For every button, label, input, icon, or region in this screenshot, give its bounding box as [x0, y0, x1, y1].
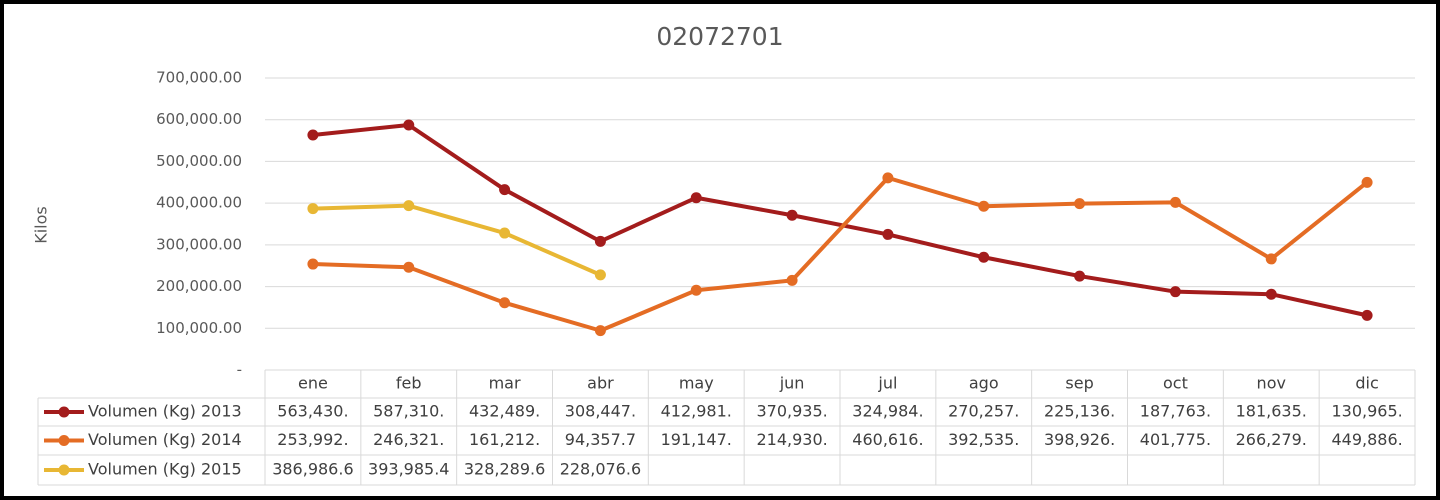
x-tick-label: feb: [396, 374, 422, 393]
y-tick-label: -: [237, 361, 242, 379]
x-tick-label: oct: [1163, 374, 1188, 393]
y-axis-label: Kilos: [32, 206, 51, 244]
legend-marker: [58, 435, 70, 446]
data-point: [1169, 196, 1181, 208]
table-value: 398,926.: [1044, 430, 1115, 449]
data-point: [499, 184, 511, 196]
y-tick-label: 100,000.00: [156, 319, 242, 337]
y-tick-label: 600,000.00: [156, 110, 242, 128]
y-tick-label: 200,000.00: [156, 277, 242, 295]
table-value: 187,763.: [1140, 402, 1211, 421]
chart-title: 02072701: [656, 22, 783, 51]
series-line: [312, 175, 1369, 333]
data-point: [594, 325, 606, 337]
data-point: [1361, 309, 1373, 321]
table-value: 214,930.: [756, 430, 827, 449]
table-value: 393,985.4: [368, 460, 449, 479]
table-value: 181,635.: [1236, 402, 1307, 421]
data-point: [978, 251, 990, 263]
data-point: [307, 258, 319, 270]
data-point: [1074, 270, 1086, 282]
table-value: 328,289.6: [464, 460, 545, 479]
table-value: 191,147.: [661, 430, 732, 449]
table-value: 225,136.: [1044, 402, 1115, 421]
table-value: 228,076.6: [560, 460, 641, 479]
table-value: 308,447.: [565, 402, 636, 421]
table-value: 587,310.: [373, 402, 444, 421]
data-point: [978, 200, 990, 212]
data-point: [786, 274, 798, 286]
table-value: 563,430.: [277, 402, 348, 421]
data-point: [1265, 288, 1277, 300]
table-value: 401,775.: [1140, 430, 1211, 449]
table-value: 253,992.: [277, 430, 348, 449]
data-point: [499, 297, 511, 309]
data-point: [307, 203, 319, 215]
legend-marker: [58, 464, 70, 476]
table-value: 386,986.6: [272, 460, 353, 479]
data-point: [594, 269, 606, 281]
x-tick-label: dic: [1355, 374, 1378, 393]
data-point: [1361, 176, 1373, 188]
data-point: [1169, 286, 1181, 298]
data-point: [882, 172, 894, 184]
table-value: 246,321.: [373, 430, 444, 449]
x-tick-label: sep: [1065, 374, 1093, 393]
x-tick-label: nov: [1257, 374, 1286, 393]
data-point: [690, 192, 702, 204]
data-point: [499, 227, 511, 239]
x-tick-label: jun: [779, 374, 805, 393]
table-value: 324,984.: [852, 402, 923, 421]
x-tick-label: may: [679, 374, 714, 393]
x-tick-label: abr: [587, 374, 614, 393]
table-value: 370,935.: [756, 402, 827, 421]
table-value: 270,257.: [948, 402, 1019, 421]
table-value: 392,535.: [948, 430, 1019, 449]
data-point: [1074, 198, 1086, 210]
legend-label: Volumen (Kg) 2013: [88, 402, 242, 421]
data-point: [403, 261, 415, 273]
data-point: [882, 228, 894, 240]
series-line: [312, 203, 602, 277]
table-value: 94,357.7: [565, 430, 636, 449]
x-tick-label: ago: [969, 374, 999, 393]
legend-marker: [58, 406, 70, 418]
data-point: [1265, 253, 1277, 265]
y-tick-label: 300,000.00: [156, 235, 242, 253]
legend-label: Volumen (Kg) 2014: [88, 430, 242, 449]
data-point: [594, 235, 606, 247]
y-tick-label: 400,000.00: [156, 194, 242, 212]
data-point: [403, 119, 415, 131]
table-value: 460,616.: [852, 430, 923, 449]
legend-label: Volumen (Kg) 2015: [88, 460, 242, 479]
data-point: [307, 129, 319, 141]
x-tick-label: jul: [877, 374, 897, 393]
y-tick-label: 500,000.00: [156, 152, 242, 170]
y-tick-label: 700,000.00: [156, 69, 242, 87]
table-value: 432,489.: [469, 402, 540, 421]
table-value: 161,212.: [469, 430, 540, 449]
series-line: [312, 123, 1368, 318]
table-value: 412,981.: [661, 402, 732, 421]
table-value: 449,886.: [1331, 430, 1402, 449]
x-tick-label: mar: [489, 374, 521, 393]
data-point: [403, 200, 415, 212]
table-value: 130,965.: [1331, 402, 1402, 421]
table-value: 266,279.: [1236, 430, 1307, 449]
data-point: [786, 209, 798, 221]
data-point: [690, 284, 702, 296]
x-tick-label: ene: [298, 374, 328, 393]
